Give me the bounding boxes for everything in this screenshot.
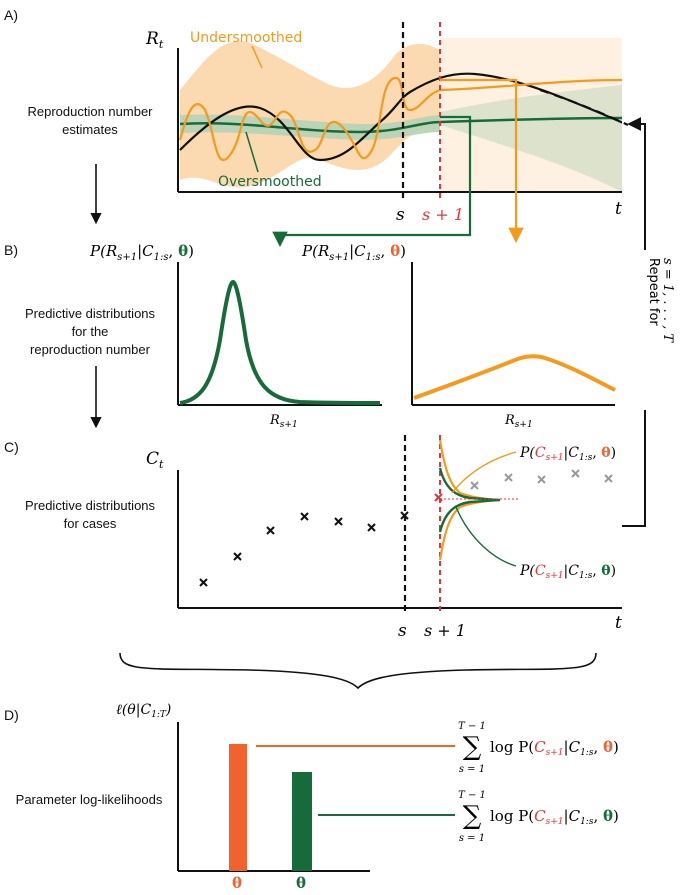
orange-uncertainty-band	[180, 41, 440, 188]
undersmoothed-pointer	[251, 45, 263, 69]
future-cases	[470, 469, 613, 490]
green-theta-label: θ	[296, 874, 306, 890]
svg-text:s = 1: s = 1	[459, 833, 485, 844]
case-marker	[199, 578, 208, 587]
repeat-label-bg	[637, 250, 655, 410]
panel-b-right-x-label: Rs+1	[504, 413, 533, 430]
green-sum-formula: T − 1 ∑ s = 1 log P(Cs+1|C1:s, θ)	[458, 790, 619, 844]
future-case-marker	[470, 481, 479, 490]
oversmoothed-label: Oversmoothed	[218, 174, 322, 190]
panel-a-row-label: Reproduction number estimates	[27, 104, 153, 137]
observed-cases	[199, 511, 409, 587]
panel-c-s-tick: s	[398, 621, 407, 641]
case-marker	[300, 512, 309, 521]
svg-text:T − 1: T − 1	[458, 790, 486, 801]
undersmoothed-label: Undersmoothed	[190, 30, 302, 46]
oversmoothed-case-formula: P(Cs+1|C1:s, θ)	[519, 563, 616, 581]
svg-text:∑: ∑	[463, 732, 482, 762]
panel-a-s1-tick: s + 1	[422, 205, 464, 224]
panel-c-label: C)	[4, 439, 19, 455]
panel-a-label: A)	[4, 7, 18, 23]
oversmoothed-case-distribution	[438, 467, 501, 533]
observed-next-case-marker	[434, 493, 443, 502]
panel-a-plot	[178, 38, 622, 192]
case-marker	[266, 526, 275, 535]
green-uncertainty-band	[180, 114, 440, 140]
orange-sum-formula: T − 1 ∑ s = 1 log P(Cs+1|C1:s, θ)	[458, 721, 619, 775]
undersmoothed-case-pointer	[451, 451, 517, 494]
svg-text:s = 1: s = 1	[459, 764, 485, 775]
panel-c-y-label: Ct	[146, 449, 164, 471]
undersmoothed-line	[178, 76, 622, 162]
case-marker	[334, 517, 343, 526]
panel-b-row-label: Predictive distributions for the reproduct…	[25, 306, 156, 357]
panel-a-y-label: Rt	[145, 29, 164, 51]
orange-likelihood-bar	[229, 744, 247, 871]
svg-text:∑: ∑	[463, 801, 482, 831]
future-case-marker	[504, 473, 513, 482]
summary-brace	[119, 652, 597, 690]
orange-theta-label: θ	[232, 874, 242, 890]
future-case-marker	[604, 474, 613, 483]
repeat-label: Repeat fors = 1, . . . , T	[646, 258, 675, 343]
oversmoothed-pointer	[245, 131, 259, 173]
undersmoothed-case-formula: P(Cs+1|C1:s, θ)	[519, 445, 616, 463]
panel-b-left-x-label: Rs+1	[269, 413, 298, 430]
panel-b-left-title: P(Rs+1|C1:s, θ)	[89, 242, 194, 263]
orange-branch-arrow	[440, 78, 524, 244]
panel-d-row-label: Parameter log-likelihoods	[16, 792, 163, 807]
case-marker	[233, 552, 242, 561]
panel-d-label: D)	[4, 707, 19, 723]
green-fan-band	[440, 85, 622, 192]
panel-c-row-label: Predictive distributions for cases	[25, 498, 156, 531]
panel-b-right-title: P(Rs+1|C1:s, θ)	[301, 242, 406, 263]
svg-text:log P(Cs+1|C1:s, θ): log P(Cs+1|C1:s, θ)	[490, 807, 619, 827]
panel-c-s1-tick: s + 1	[424, 621, 466, 640]
panel-a-s-tick: s	[396, 205, 405, 225]
future-case-marker	[571, 469, 580, 478]
green-likelihood-bar	[292, 772, 312, 871]
panel-c-x-label: t	[615, 613, 622, 633]
svg-text:T − 1: T − 1	[458, 721, 486, 732]
case-marker	[367, 523, 376, 532]
undersmoothed-predictive-density	[413, 354, 616, 400]
future-case-marker	[537, 475, 546, 484]
panel-a-x-label: t	[615, 199, 622, 219]
oversmoothed-line	[179, 116, 622, 134]
oversmoothed-predictive-density	[179, 279, 381, 405]
oversmoothed-case-pointer	[455, 506, 517, 567]
svg-text:log P(Cs+1|C1:s, θ): log P(Cs+1|C1:s, θ)	[490, 738, 619, 758]
panel-b-label: B)	[4, 242, 18, 258]
green-branch-arrow	[272, 115, 472, 248]
panel-d-y-label: ℓ(θ|C1:T)	[116, 702, 171, 720]
true-r-extrapolation	[539, 88, 629, 126]
